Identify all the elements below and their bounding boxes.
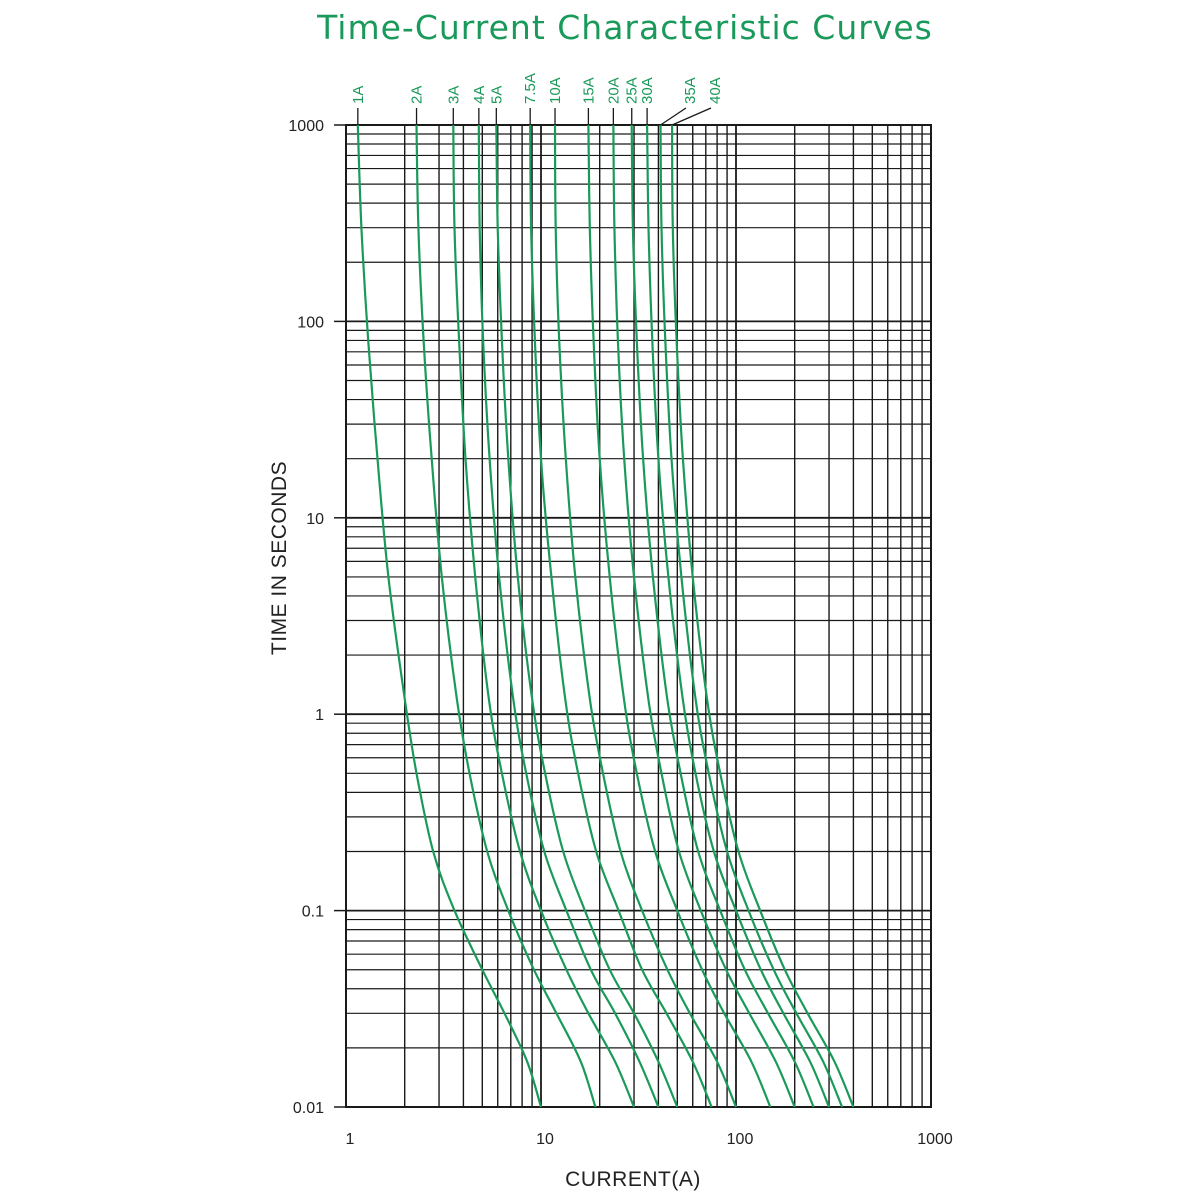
chart-title: Time-Current Characteristic Curves [317,8,933,47]
x-tick-label: 1 [346,1131,355,1148]
x-tick-label: 100 [727,1131,754,1148]
curve-label: 10A [547,77,564,104]
curve-label: 35A [682,77,699,104]
x-tick-label: 1000 [917,1131,953,1148]
curve-leader-line [671,107,712,126]
curve-3A [452,124,636,1108]
curve-leader-line [660,107,687,126]
labels-layer: 0.01 0.1 1 10 100 1000 1 10 100 1000 1A 2A 3A 4A 5A 7.5… [288,73,952,1148]
curve-label: 4A [471,86,488,104]
curve-10A [553,124,738,1108]
curves-layer [356,124,855,1108]
curve-label: 3A [445,86,462,104]
curve-5A [495,124,679,1108]
y-tick-label: 1 [315,707,324,724]
y-tick-label: 1000 [288,118,324,135]
curve-20A [612,124,796,1108]
curve-label: 20A [605,77,622,104]
curve-label: 1A [350,86,367,104]
curve-1A [356,124,543,1108]
curve-label: 2A [409,86,426,104]
curve-label: 15A [580,77,597,104]
curve-label: 25A [624,77,641,104]
curve-label: 30A [639,77,656,104]
curve-label: 5A [488,86,505,104]
y-axis-label: TIME IN SECONDS [268,461,291,655]
x-tick-label: 10 [536,1131,554,1148]
curve-label: 40A [707,77,724,104]
curve-35A [659,124,844,1108]
curve-15A [587,124,772,1108]
curve-30A [646,124,831,1108]
curve-4A [477,124,660,1108]
y-tick-label: 0.1 [302,904,324,921]
curve-25A [630,124,815,1108]
y-tick-label: 10 [306,511,324,528]
curve-40A [671,124,855,1108]
y-tick-label: 0.01 [293,1100,324,1117]
curve-label: 7.5A [522,73,539,104]
x-axis-label: CURRENT(A) [565,1168,701,1191]
curve-7.5A [529,124,713,1108]
y-tick-label: 100 [297,314,324,331]
curve-2A [415,124,597,1108]
